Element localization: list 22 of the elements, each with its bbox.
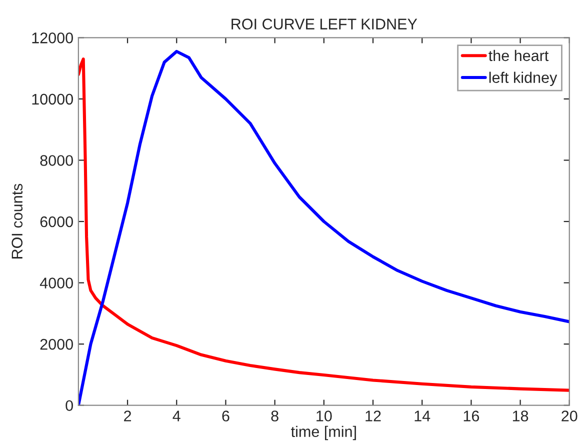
- legend-label: the heart: [488, 50, 549, 62]
- y-tick-label: 0: [66, 400, 73, 412]
- chart-title: ROI CURVE LEFT KIDNEY: [232, 18, 418, 30]
- y-tick-label: 2000: [40, 338, 73, 350]
- legend-label: left kidney: [489, 72, 558, 86]
- x-tick-label: 6: [222, 410, 230, 422]
- x-tick-label: 16: [464, 410, 480, 422]
- x-tick-label: 10: [316, 410, 332, 422]
- y-tick-label: 10000: [32, 94, 73, 105]
- x-tick-label: 20: [562, 410, 578, 422]
- y-axis-title: ROI counts: [12, 184, 23, 258]
- y-tick-label: 6000: [40, 216, 73, 228]
- x-tick-label: 14: [414, 410, 430, 422]
- x-axis-title: time [min]: [291, 426, 356, 440]
- x-tick-label: 18: [512, 410, 528, 422]
- y-tick-label: 8000: [40, 155, 73, 166]
- y-tick-label: 4000: [40, 278, 73, 288]
- x-tick-label: 8: [271, 410, 278, 422]
- x-tick-label: 2: [124, 410, 132, 422]
- y-tick-label: 12000: [32, 32, 73, 44]
- x-tick-label: 12: [366, 410, 381, 422]
- x-tick-label: 4: [172, 410, 180, 422]
